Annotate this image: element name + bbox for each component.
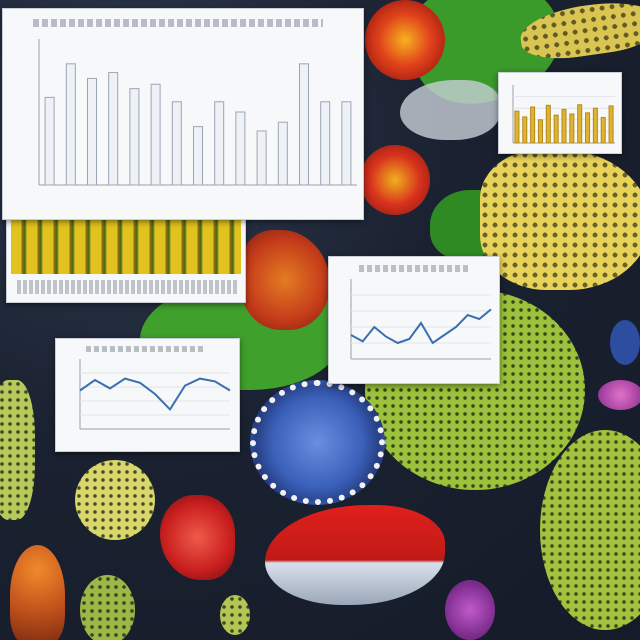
bar [277,121,288,186]
bar [522,116,528,144]
bar-chart-main [2,8,364,220]
line-chart-left-title-scribble [86,346,206,352]
line-chart-left [55,338,240,452]
bar [341,101,352,186]
bar [585,112,591,144]
pink-creature [598,380,640,410]
green-mesh-column-left [0,380,35,520]
green-mesh-small [80,575,135,640]
bar [65,63,76,186]
bar [256,130,267,186]
line-chart-left-svg [79,359,231,430]
bar [235,111,246,186]
orange-fungus [10,545,65,640]
line-chart-right [328,256,500,384]
bar [87,77,97,186]
bar [214,101,225,186]
bar [108,72,119,186]
green-mesh-sphere-right [540,430,640,630]
striped-leaf-image [11,220,241,274]
purple-shell [445,580,495,640]
yellow-mesh-sphere [75,460,155,540]
bar-chart-title-scribble [33,19,323,27]
red-leaf-center [240,230,330,330]
bar [561,108,567,144]
red-fish [265,505,445,605]
line-chart-right-title-scribble [359,265,469,272]
red-flower-mid [360,145,430,215]
white-bird [400,80,500,140]
bar [577,104,583,144]
series-line [350,308,492,345]
bar [608,105,614,144]
bar-chart-gold-svg [512,85,615,144]
bar-chart-main-svg [38,39,357,186]
bar [530,106,536,144]
bar [193,126,203,186]
bar [320,101,331,186]
bar [600,116,606,144]
striped-leaf-caption [17,280,237,294]
bar [545,104,551,144]
red-flower-top [365,0,445,80]
bar [150,83,161,186]
line-chart-right-svg [350,279,492,360]
bar [129,88,140,186]
bar [592,107,598,144]
blue-creature-right [610,320,640,365]
bar [514,110,520,144]
bar [553,114,559,144]
leopard-creature [480,150,640,290]
striped-leaf-card [6,215,246,303]
bar [537,119,543,144]
series-line [79,377,231,412]
bar-chart-gold [498,72,622,154]
bar [299,63,309,186]
bar [569,113,575,144]
red-coral [160,495,235,580]
bar [44,96,55,186]
bar [171,101,182,186]
green-mesh-bottom [220,595,250,635]
blue-spotted-cell [250,380,385,505]
